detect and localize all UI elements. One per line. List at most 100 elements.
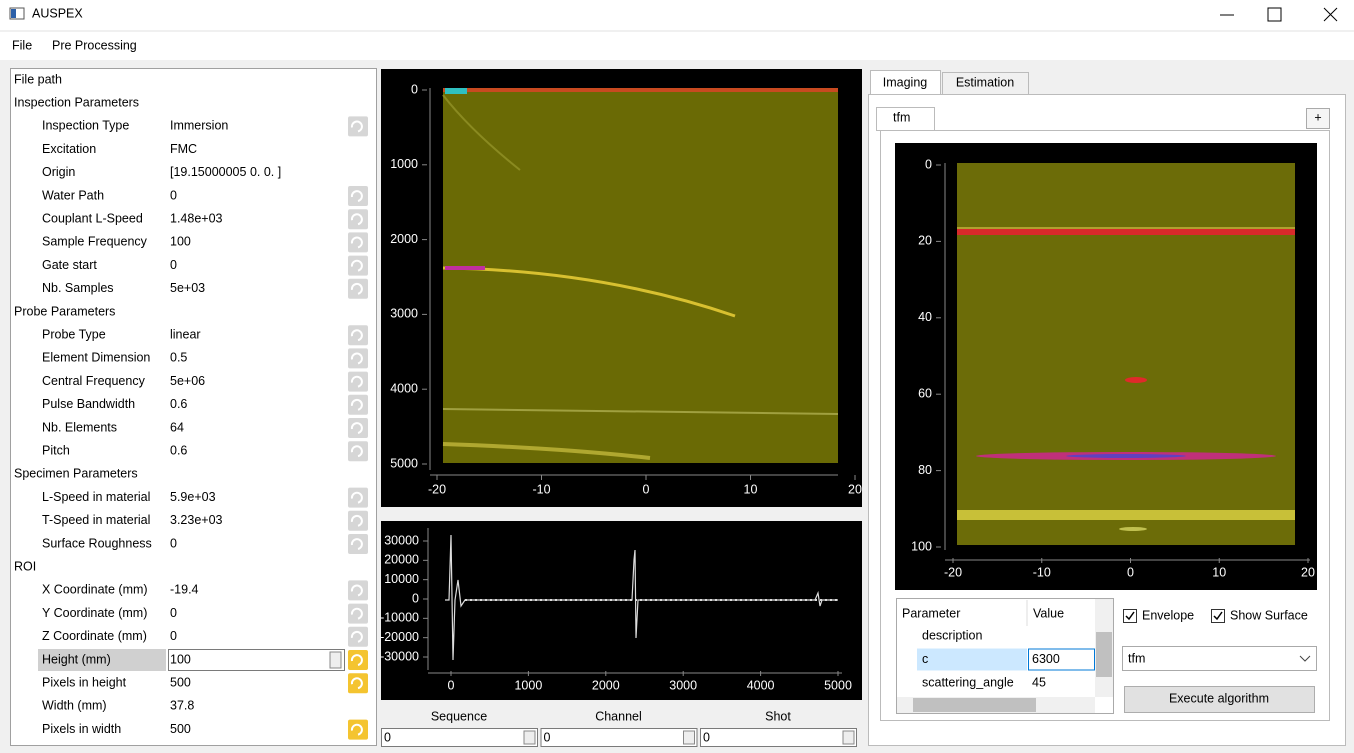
y-tick-label: 2000 [390, 232, 418, 246]
property-group: Probe Parameters [14, 304, 115, 318]
property-name: Central Frequency [42, 374, 146, 388]
spin-arrows[interactable] [524, 731, 535, 744]
checkbox[interactable] [1124, 610, 1137, 623]
property-value[interactable]: 100 [170, 235, 191, 249]
tfm-image [957, 163, 1295, 545]
property-value[interactable]: -19.4 [170, 583, 199, 597]
property-value[interactable]: 0 [170, 188, 177, 202]
property-value[interactable]: 500 [170, 722, 191, 736]
property-name: Water Path [42, 188, 104, 202]
tfm-echo [957, 229, 1295, 235]
tab-label[interactable]: Imaging [883, 75, 928, 89]
checkbox-label[interactable]: Show Surface [1230, 608, 1308, 622]
menu-item[interactable]: File [12, 38, 32, 52]
y-tick-label: 60 [918, 386, 932, 400]
property-value[interactable]: 0.5 [170, 351, 187, 365]
tfm-echo [1119, 527, 1147, 531]
property-value[interactable]: 0 [170, 258, 177, 272]
y-tick-label: 0 [412, 591, 419, 605]
table-header: Parameter [902, 606, 960, 620]
window-title: AUSPEX [32, 6, 83, 20]
param-value[interactable]: 6300 [1032, 652, 1060, 666]
property-name: L-Speed in material [42, 490, 150, 504]
tab-label[interactable]: Estimation [956, 75, 1014, 89]
property-name: Couplant L-Speed [42, 211, 143, 225]
property-value[interactable]: 0 [170, 629, 177, 643]
property-group: Inspection Parameters [14, 95, 139, 109]
scroll-thumb[interactable] [913, 698, 1036, 712]
property-value[interactable]: FMC [170, 142, 197, 156]
y-tick-label: 40 [918, 310, 932, 324]
spin-arrows[interactable] [843, 731, 854, 744]
spinbox[interactable] [541, 729, 697, 747]
spinbox[interactable] [701, 729, 857, 747]
property-value[interactable]: 1.48e+03 [170, 211, 223, 225]
property-name: Z Coordinate (mm) [42, 629, 147, 643]
property-group: ROI [14, 559, 36, 573]
property-name: Nb. Elements [42, 420, 117, 434]
property-name: Pitch [42, 443, 70, 457]
y-tick-label: -30000 [380, 649, 419, 663]
property-name: Y Coordinate (mm) [42, 606, 147, 620]
property-value[interactable]: 0.6 [170, 397, 187, 411]
spinbox-value[interactable]: 0 [384, 730, 391, 744]
app-window: AUSPEX File Pre Processing File pathInsp… [0, 0, 1354, 753]
checkbox[interactable] [1212, 610, 1225, 623]
bscan-image [443, 88, 838, 463]
property-value[interactable]: 3.23e+03 [170, 513, 223, 527]
y-tick-label: 20000 [384, 553, 419, 567]
property-name: T-Speed in material [42, 513, 150, 527]
x-tick-label: 10 [744, 482, 758, 496]
property-value[interactable]: 0 [170, 536, 177, 550]
y-tick-label: -20000 [380, 630, 419, 644]
property-group: Specimen Parameters [14, 467, 138, 481]
scroll-thumb[interactable] [1096, 632, 1112, 677]
param-name: scattering_angle [922, 675, 1014, 689]
property-value[interactable]: Immersion [170, 119, 228, 133]
spinbox-value[interactable]: 0 [703, 730, 710, 744]
property-value[interactable]: [19.15000005 0. 0. ] [170, 165, 281, 179]
spinbox[interactable] [382, 729, 538, 747]
subtab-label[interactable]: tfm [893, 110, 910, 124]
property-value[interactable]: linear [170, 327, 201, 341]
property-value[interactable]: 64 [170, 420, 184, 434]
property-name: Nb. Samples [42, 281, 114, 295]
y-tick-label: 100 [911, 539, 932, 553]
combo-value[interactable]: tfm [1128, 651, 1145, 665]
x-tick-label: 0 [1127, 565, 1134, 579]
property-value[interactable]: 5e+03 [170, 281, 205, 295]
algorithm-combo[interactable] [1123, 647, 1317, 671]
x-tick-label: 20 [1301, 565, 1315, 579]
property-value[interactable]: 500 [170, 675, 191, 689]
x-tick-label: 4000 [747, 678, 775, 692]
x-tick-label: -10 [1033, 565, 1051, 579]
x-tick-label: 0 [448, 678, 455, 692]
param-value[interactable]: 45 [1032, 675, 1046, 689]
x-tick-label: 5000 [824, 678, 852, 692]
property-value[interactable]: 5.9e+03 [170, 490, 216, 504]
spin-editor[interactable] [169, 650, 345, 671]
y-tick-label: 10000 [384, 572, 419, 586]
bscan-echo [445, 266, 485, 270]
execute-button-label[interactable]: Execute algorithm [1169, 691, 1269, 705]
property-value[interactable]: 37.8 [170, 699, 194, 713]
spin-arrows[interactable] [684, 731, 695, 744]
property-name: Width (mm) [42, 699, 107, 713]
y-tick-label: 80 [918, 463, 932, 477]
spinbox-value[interactable]: 0 [544, 730, 551, 744]
property-name: X Coordinate (mm) [42, 583, 148, 597]
x-tick-label: 20 [848, 482, 862, 496]
spin-arrows[interactable] [330, 652, 341, 668]
checkbox-label[interactable]: Envelope [1142, 608, 1194, 622]
y-tick-label: -10000 [380, 611, 419, 625]
property-value[interactable]: 5e+06 [170, 374, 205, 388]
tfm-defect [1125, 377, 1147, 383]
add-tab-label[interactable]: + [1314, 110, 1321, 124]
property-value[interactable]: 0 [170, 606, 177, 620]
property-name: Gate start [42, 258, 97, 272]
property-name: Pulse Bandwidth [42, 397, 135, 411]
property-value[interactable]: 0.6 [170, 443, 187, 457]
tfm-echo [1066, 454, 1186, 458]
menu-item[interactable]: Pre Processing [52, 38, 137, 52]
property-value[interactable]: 100 [170, 652, 191, 666]
